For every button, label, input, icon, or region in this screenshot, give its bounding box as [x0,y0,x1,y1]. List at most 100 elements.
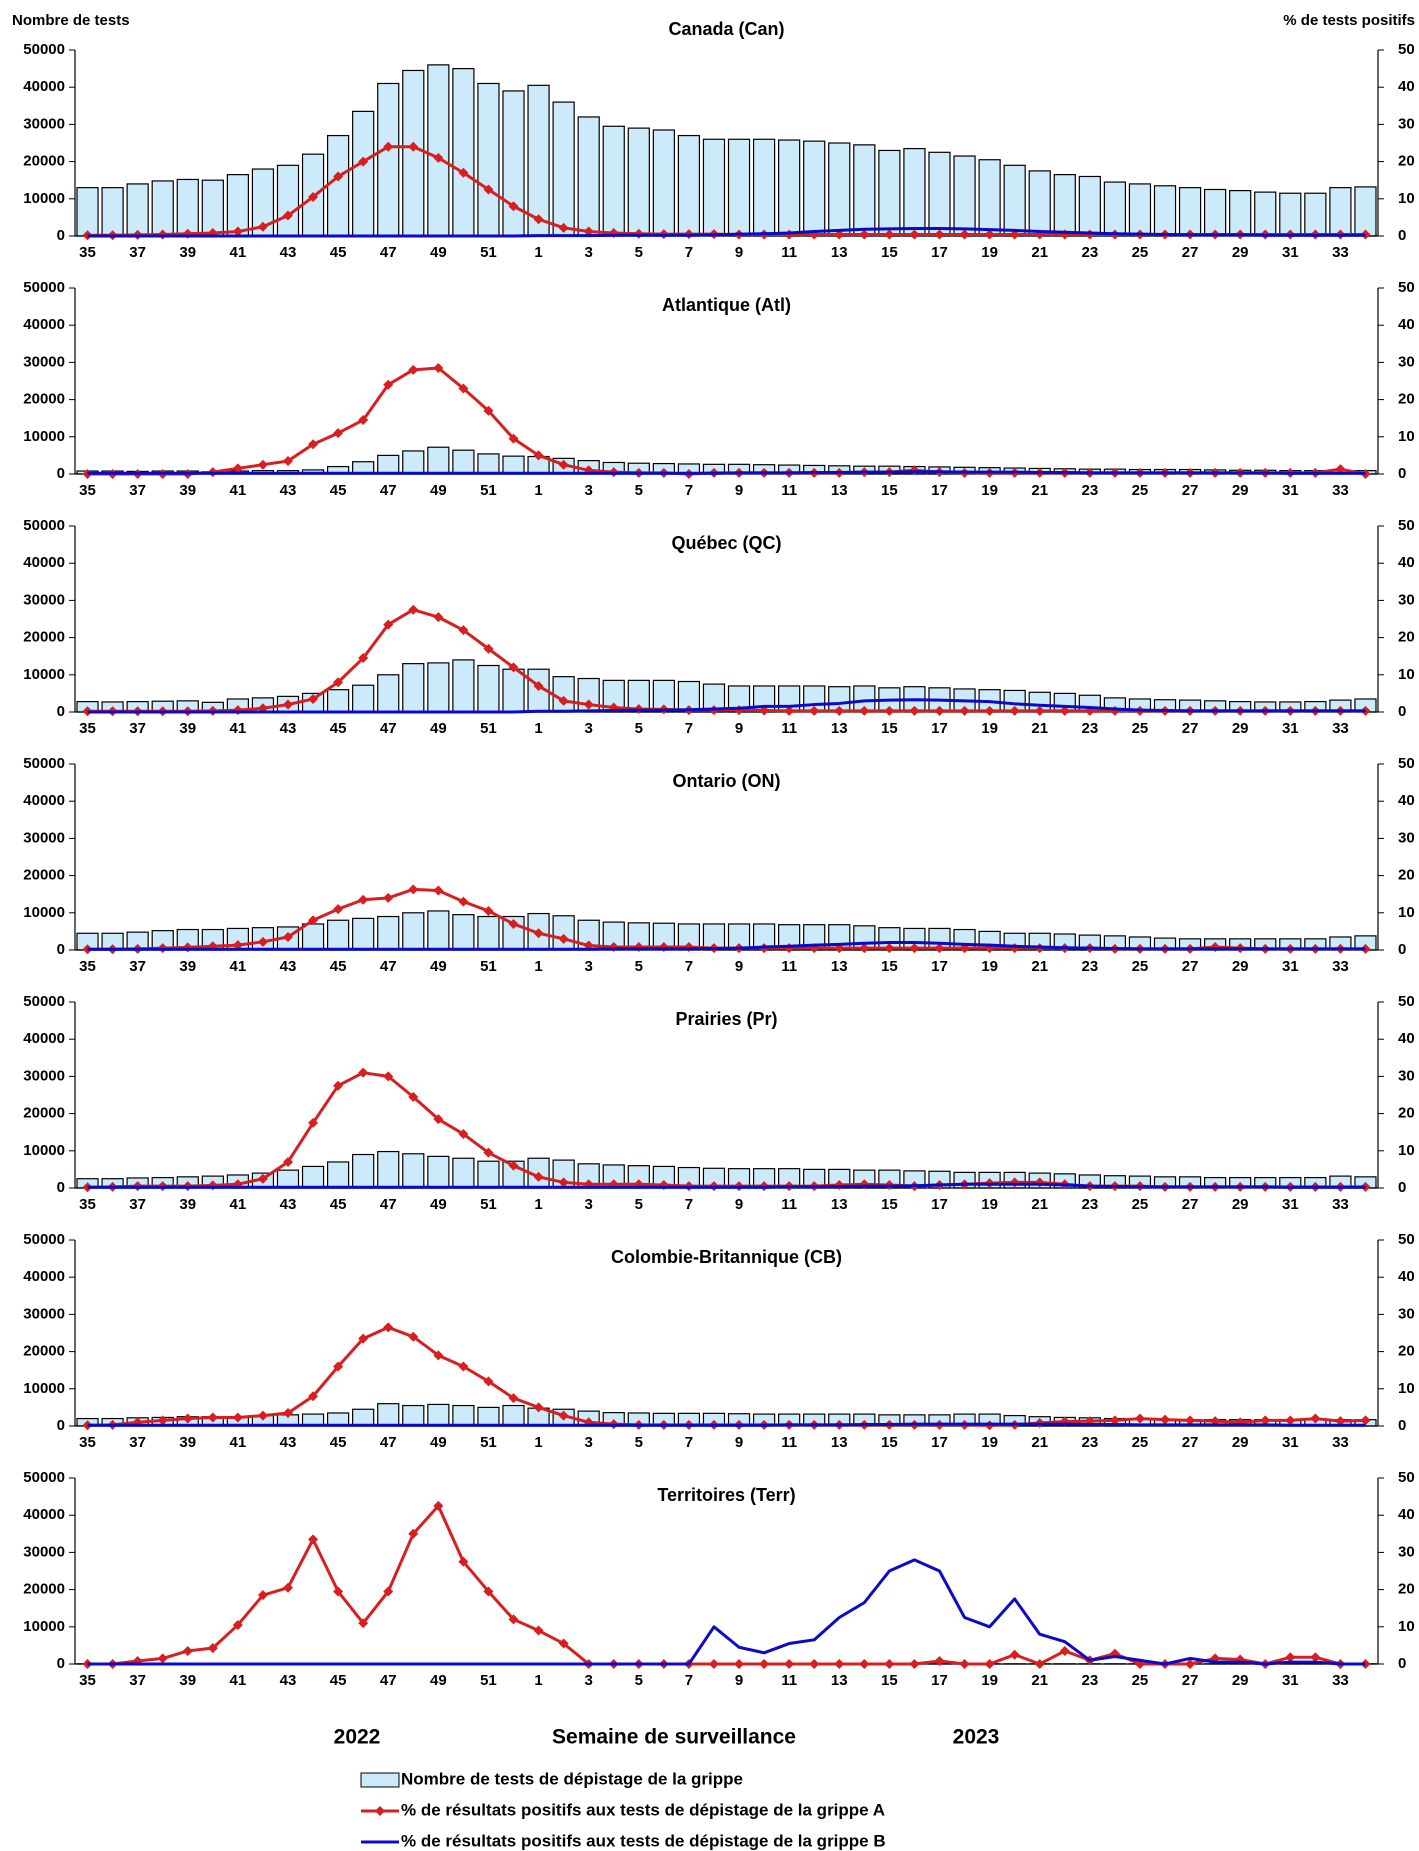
x-tick-label: 3 [585,244,593,261]
y-tick-label: 30000 [23,1067,65,1084]
x-tick-label: 37 [129,720,146,737]
line-marker [834,705,845,716]
line-marker [458,896,469,907]
line-marker [558,459,569,470]
line-marker [884,705,895,716]
y-tick-label: 20000 [23,867,65,884]
line-marker [859,1659,870,1669]
y2-tick-label: 10 [1398,1618,1415,1635]
line-marker [483,1376,494,1387]
x-tick-label: 35 [79,1434,96,1451]
x-tick-label: 21 [1031,1672,1048,1689]
x-tick-label: 27 [1182,1196,1199,1213]
line-marker [257,459,268,470]
x-tick-label: 5 [635,244,643,261]
line-marker [533,1171,544,1182]
chart-title: Atlantique (Atl) [662,295,791,315]
x-tick-label: 5 [635,958,643,975]
y-tick-label: 30000 [23,1543,65,1560]
line-series [87,366,1366,476]
x-tick-label: 25 [1132,720,1149,737]
x-tick-label: 37 [129,958,146,975]
x-tick-label: 13 [831,1672,848,1689]
line-marker [558,695,569,706]
y2-tick-label: 0 [1398,227,1406,244]
bar [276,164,300,237]
y-tick-label: 0 [57,1655,65,1672]
line-marker [533,1625,544,1636]
line-marker [784,705,795,716]
y-tick-label: 40000 [23,1030,65,1047]
line-marker [257,221,268,232]
x-tick-label: 37 [129,482,146,499]
x-tick-label: 29 [1232,244,1249,261]
bar [527,84,550,237]
x-tick-label: 37 [129,1434,146,1451]
x-tick-label: 45 [330,720,347,737]
line-marker [433,612,444,623]
x-tick-label: 31 [1282,958,1299,975]
x-tick-label: 29 [1232,958,1249,975]
x-tick-label: 33 [1332,244,1349,261]
bar [602,125,625,237]
line-marker [1285,1652,1296,1663]
x-tick-label: 13 [831,1434,848,1451]
x-tick-label: 23 [1081,1434,1098,1451]
bar [427,662,450,713]
line-marker [257,1590,268,1601]
y-tick-label: 40000 [23,78,65,95]
legend-label: % de résultats positifs aux tests de dép… [401,1831,886,1850]
bar [502,668,525,713]
x-tick-label: 29 [1232,1196,1249,1213]
bar [477,664,500,713]
x-tick-label: 49 [430,482,447,499]
line-marker [909,705,920,716]
line-marker [508,201,519,212]
x-tick-label: 3 [585,1196,593,1213]
bar [778,139,801,237]
x-tick-label: 19 [981,720,998,737]
x-tick-label: 3 [585,482,593,499]
x-tick-label: 3 [585,958,593,975]
y2-tick-label: 30 [1398,115,1415,132]
bar [1028,170,1051,237]
x-tick-label: 49 [430,958,447,975]
bar [1354,186,1377,237]
chart-title: Québec (QC) [671,533,781,553]
line-marker [433,885,444,896]
y2-tick-label: 0 [1398,941,1406,958]
x-tick-label: 33 [1332,482,1349,499]
x-tick-label: 39 [179,1672,196,1689]
line-marker [1360,1415,1371,1426]
line-marker [884,229,895,240]
line-marker [1335,1416,1346,1427]
x-tick-label: 29 [1232,1434,1249,1451]
x-tick-label: 33 [1332,1434,1349,1451]
line-marker [282,1407,293,1418]
line-marker [257,1410,268,1421]
x-tick-label: 43 [280,1672,297,1689]
line-marker [458,625,469,636]
x-tick-label: 15 [881,1434,898,1451]
x-tick-label: 11 [781,1196,797,1213]
x-tick-label: 21 [1031,1434,1048,1451]
line-marker [934,705,945,716]
line-marker [784,1659,795,1669]
bar [377,915,400,951]
x-tick-label: 25 [1132,1672,1149,1689]
x-tick-label: 27 [1182,244,1199,261]
x-tick-label: 51 [480,958,497,975]
line-marker [383,1586,394,1597]
x-tick-label: 7 [685,1196,693,1213]
line-marker [408,1091,419,1102]
line-marker [859,943,870,954]
line-marker [408,1331,419,1342]
y-tick-label: 50000 [23,1469,65,1486]
y2-tick-label: 20 [1398,1105,1415,1122]
bar [276,1169,300,1189]
y2-tick-label: 0 [1398,703,1406,720]
line-marker [333,677,344,688]
x-tick-label: 1 [534,720,542,737]
x-tick-label: 47 [380,958,397,975]
x-tick-label: 7 [685,1434,693,1451]
